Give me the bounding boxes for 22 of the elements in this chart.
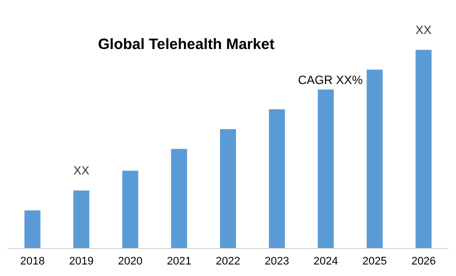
- bar: [122, 170, 138, 248]
- annotation: CAGR XX%: [298, 73, 364, 87]
- bar: [268, 109, 285, 248]
- bar: [220, 129, 236, 248]
- x-tick-label: 2020: [118, 256, 142, 268]
- x-tick-label: 2019: [69, 256, 94, 268]
- x-tick-label: 2024: [314, 256, 338, 268]
- bar: [24, 210, 40, 248]
- bar: [318, 89, 334, 248]
- x-tick-label: 2025: [362, 256, 387, 268]
- x-tick-label: 2021: [166, 256, 192, 268]
- chart-title: Global Telehealth Market: [98, 36, 274, 53]
- annotation: XX: [73, 164, 90, 178]
- annotation: XX: [416, 22, 432, 37]
- x-tick-label: 2023: [264, 256, 290, 268]
- bar: [171, 148, 188, 248]
- x-tick-label: 2022: [216, 256, 240, 268]
- bar: [73, 190, 90, 248]
- bar: [366, 70, 383, 248]
- x-tick-label: 2018: [20, 256, 45, 268]
- x-tick-label: 2026: [411, 256, 436, 268]
- bar: [416, 50, 432, 248]
